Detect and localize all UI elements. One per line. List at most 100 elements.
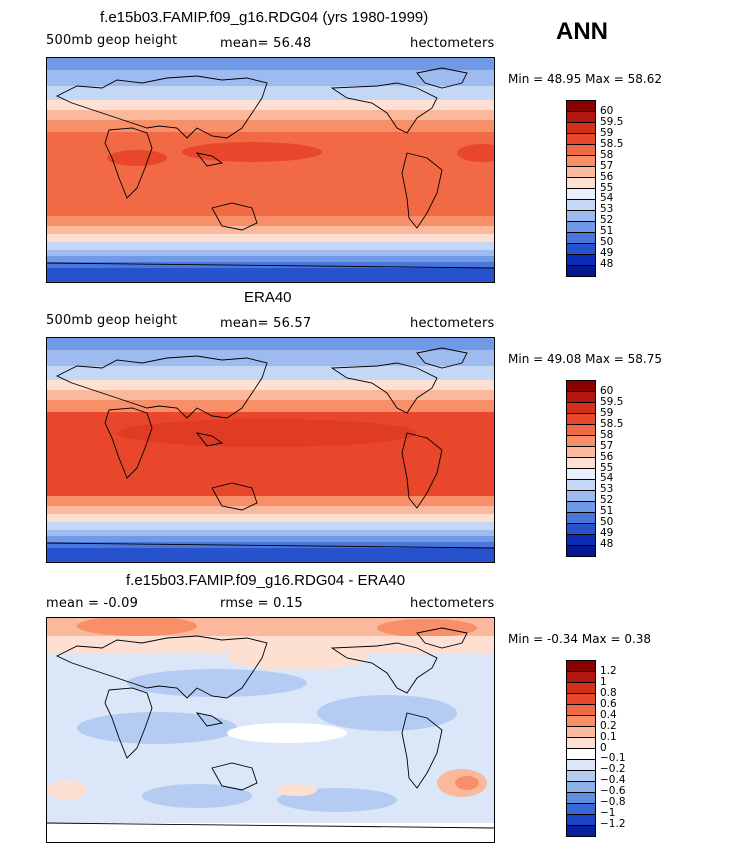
colorbar-tick-label: 51 <box>600 505 614 518</box>
colorbar-tick-label: 59.5 <box>600 395 624 408</box>
panel2-minmax: Min = 49.08 Max = 58.75 <box>508 352 662 366</box>
panel3-rmse-label: rmse = 0.15 <box>220 596 303 611</box>
panel2-title: ERA40 <box>244 289 292 306</box>
colorbar-swatch <box>567 178 595 189</box>
colorbar-swatch <box>567 491 595 502</box>
colorbar-swatch <box>567 683 595 694</box>
panel3-title: f.e15b03.FAMIP.f09_g16.RDG04 - ERA40 <box>126 572 406 589</box>
colorbar-tick-label: 49 <box>600 527 614 540</box>
colorbar-tick-label: 58 <box>600 428 614 441</box>
colorbar-swatch <box>567 211 595 222</box>
panel1-title: f.e15b03.FAMIP.f09_g16.RDG04 (yrs 1980-1… <box>100 9 429 26</box>
season-label: ANN <box>556 18 608 45</box>
colorbar-swatch <box>567 480 595 491</box>
colorbar-swatch <box>567 771 595 782</box>
colorbar-swatch <box>567 101 595 112</box>
panel1-units-label: hectometers <box>410 36 495 51</box>
panel2-mean-label: mean= 56.57 <box>220 316 312 331</box>
colorbar-swatch <box>567 502 595 513</box>
colorbar-tick-label: 48 <box>600 538 614 551</box>
colorbar-tick-label: 0.8 <box>600 686 617 699</box>
colorbar-tick-label: 60 <box>600 384 614 397</box>
colorbar-swatch <box>567 425 595 436</box>
colorbar-swatch <box>567 694 595 705</box>
colorbar-tick-label: 1 <box>600 675 607 688</box>
colorbar-swatch <box>567 403 595 414</box>
panel3-map <box>46 617 495 843</box>
colorbar-tick-label: 54 <box>600 472 614 485</box>
colorbar-swatch <box>567 661 595 672</box>
colorbar-swatch <box>567 145 595 156</box>
colorbar-swatch <box>567 815 595 826</box>
colorbar-tick-label: 55 <box>600 181 614 194</box>
colorbar-tick-label: −0.1 <box>600 752 626 765</box>
panel1-variable-label: 500mb geop height <box>46 33 178 48</box>
colorbar-swatch <box>567 782 595 793</box>
colorbar-tick-label: 54 <box>600 192 614 205</box>
colorbar-swatch <box>567 156 595 167</box>
colorbar-tick-label: −0.2 <box>600 763 626 776</box>
colorbar-swatch <box>567 134 595 145</box>
colorbar-tick-label: −1.2 <box>600 818 626 831</box>
panel1-map <box>46 57 495 283</box>
colorbar-tick-label: 0.1 <box>600 730 617 743</box>
panel3-colorbar <box>566 660 596 837</box>
colorbar-swatch <box>567 513 595 524</box>
colorbar-swatch <box>567 535 595 546</box>
colorbar-swatch <box>567 255 595 266</box>
colorbar-swatch <box>567 244 595 255</box>
colorbar-tick-label: 50 <box>600 516 614 529</box>
panel3-minmax: Min = -0.34 Max = 0.38 <box>508 632 652 646</box>
colorbar-tick-label: 58.5 <box>600 137 624 150</box>
colorbar-swatch <box>567 738 595 749</box>
colorbar-swatch <box>567 447 595 458</box>
colorbar-tick-label: 59 <box>600 406 614 419</box>
colorbar-tick-label: 53 <box>600 483 614 496</box>
colorbar-swatch <box>567 123 595 134</box>
colorbar-swatch <box>567 705 595 716</box>
colorbar-swatch <box>567 266 595 276</box>
colorbar-swatch <box>567 189 595 200</box>
colorbar-tick-label: 60 <box>600 104 614 117</box>
panel1-mean-label: mean= 56.48 <box>220 36 312 51</box>
colorbar-swatch <box>567 436 595 447</box>
colorbar-tick-label: 0.6 <box>600 697 617 710</box>
colorbar-tick-label: 55 <box>600 461 614 474</box>
panel3-units-label: hectometers <box>410 596 495 611</box>
colorbar-tick-label: 53 <box>600 203 614 216</box>
colorbar-tick-label: 57 <box>600 439 614 452</box>
colorbar-swatch <box>567 793 595 804</box>
colorbar-tick-label: 52 <box>600 214 614 227</box>
colorbar-swatch <box>567 222 595 233</box>
colorbar-swatch <box>567 826 595 836</box>
panel2-variable-label: 500mb geop height <box>46 313 178 328</box>
colorbar-swatch <box>567 200 595 211</box>
colorbar-swatch <box>567 546 595 556</box>
colorbar-tick-label: 56 <box>600 450 614 463</box>
colorbar-swatch <box>567 469 595 480</box>
colorbar-tick-label: 58 <box>600 148 614 161</box>
colorbar-tick-label: 59 <box>600 126 614 139</box>
colorbar-tick-label: 57 <box>600 159 614 172</box>
colorbar-swatch <box>567 760 595 771</box>
colorbar-tick-label: 58.5 <box>600 417 624 430</box>
colorbar-tick-label: 0 <box>600 741 607 754</box>
colorbar-tick-label: 52 <box>600 494 614 507</box>
panel2-units-label: hectometers <box>410 316 495 331</box>
colorbar-swatch <box>567 414 595 425</box>
colorbar-swatch <box>567 112 595 123</box>
colorbar-tick-label: 50 <box>600 236 614 249</box>
panel2-map <box>46 337 495 563</box>
colorbar-tick-label: −0.4 <box>600 774 626 787</box>
colorbar-swatch <box>567 749 595 760</box>
colorbar-swatch <box>567 727 595 738</box>
colorbar-tick-label: −0.6 <box>600 785 626 798</box>
colorbar-swatch <box>567 716 595 727</box>
colorbar-tick-label: 59.5 <box>600 115 624 128</box>
colorbar-swatch <box>567 392 595 403</box>
panel1-colorbar <box>566 100 596 277</box>
colorbar-swatch <box>567 381 595 392</box>
colorbar-swatch <box>567 524 595 535</box>
colorbar-tick-label: 56 <box>600 170 614 183</box>
colorbar-tick-label: 0.4 <box>600 708 617 721</box>
